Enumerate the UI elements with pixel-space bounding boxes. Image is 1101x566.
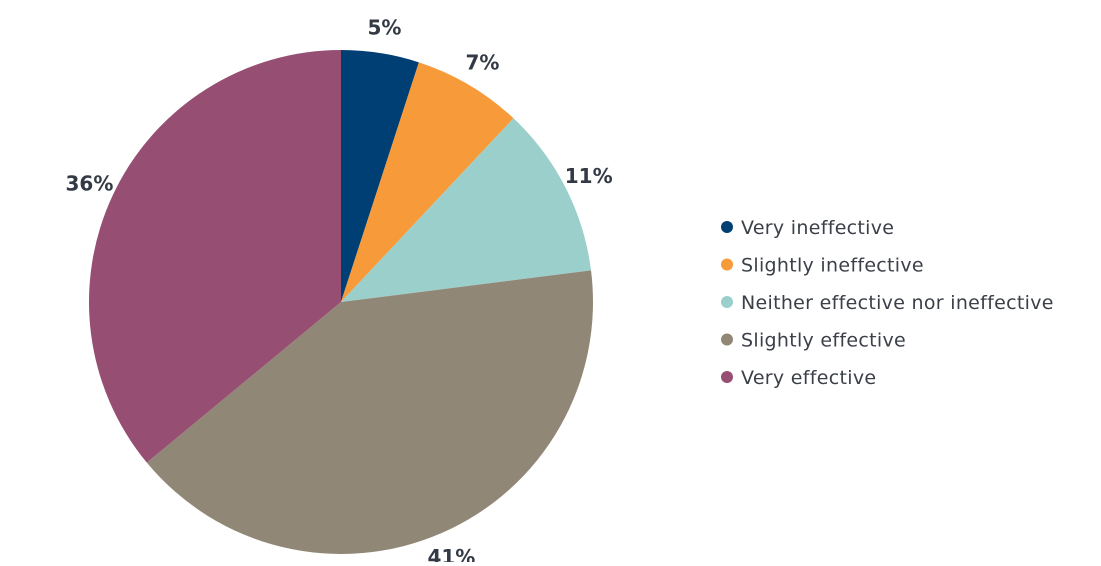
legend-marker-very-effective — [721, 371, 733, 383]
pie-slice-very-effective — [88, 50, 341, 463]
pie-slices — [88, 50, 593, 554]
legend-marker-neither-effective-nor-ineffective — [721, 296, 733, 308]
legend-item-slightly-ineffective: Slightly ineffective — [721, 255, 924, 277]
legend-marker-slightly-effective — [721, 333, 733, 346]
value-label-slightly-effective: 41% — [427, 545, 475, 562]
pie-slice-slightly-ineffective — [341, 62, 514, 303]
legend-label-neither-effective-nor-ineffective: Neither effective nor ineffective — [741, 292, 1054, 314]
pie-value-labels: 5% 7% 11% 41% 36% — [66, 15, 613, 566]
pie-slice-neither-effective-nor-ineffective — [341, 118, 592, 303]
value-label-slightly-ineffective: 7% — [466, 51, 500, 75]
pie-slice-slightly-effective — [146, 270, 593, 554]
legend-label-slightly-effective: Slightly effective — [741, 330, 906, 352]
pie-slice-very-ineffective — [341, 50, 419, 302]
legend-item-very-effective: Very effective — [721, 367, 876, 389]
legend-label-very-effective: Very effective — [741, 367, 876, 389]
value-label-very-ineffective: 5% — [368, 15, 402, 39]
value-label-very-effective: 36% — [66, 172, 114, 196]
value-label-neither-effective-nor-ineffective: 11% — [565, 164, 613, 188]
legend-marker-slightly-ineffective — [721, 258, 733, 271]
legend-label-slightly-ineffective: Slightly ineffective — [741, 255, 924, 277]
legend-item-very-ineffective: Very ineffective — [721, 217, 894, 239]
legend-item-slightly-effective: Slightly effective — [721, 330, 906, 352]
legend-item-neither-effective-nor-ineffective: Neither effective nor ineffective — [721, 292, 1054, 314]
legend-label-very-ineffective: Very ineffective — [741, 217, 894, 239]
legend-marker-very-ineffective — [721, 221, 733, 233]
legend: Very ineffective Slightly ineffective Neit… — [721, 217, 1054, 389]
